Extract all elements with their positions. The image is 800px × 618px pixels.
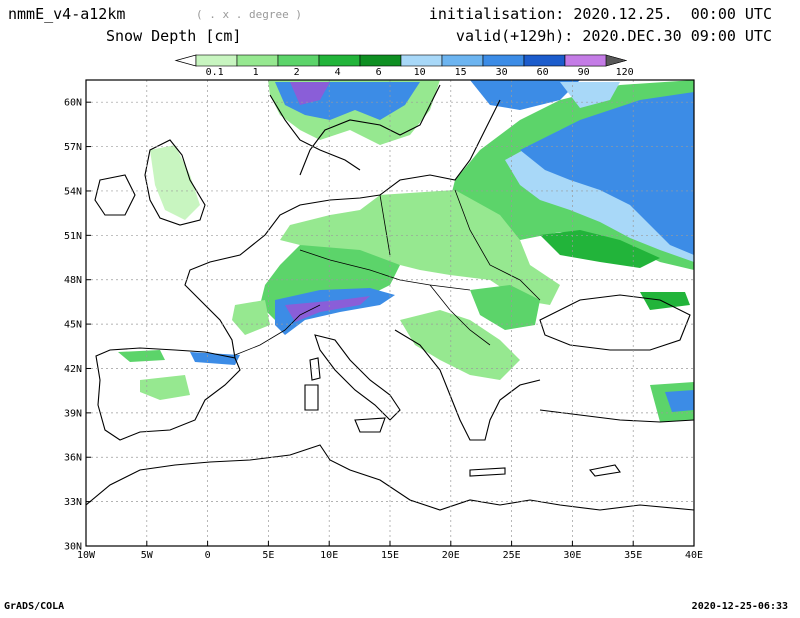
country-borders: [234, 189, 541, 356]
variable-name: Snow Depth [cm]: [106, 27, 242, 45]
colorbar-segment: [523, 54, 566, 67]
colorbar-segment: [359, 54, 402, 67]
lat-label: 51N: [64, 231, 82, 242]
colorbar-segment: [236, 54, 279, 67]
colorbar-segment: [400, 54, 443, 67]
lat-label: 36N: [64, 453, 82, 464]
colorbar-label: 90: [578, 67, 590, 78]
longitude-labels: 10W 5W 0 5E 10E 15E 20E 25E 30E 35E 40E: [77, 541, 703, 561]
lat-label: 57N: [64, 142, 82, 153]
colorbar-lower-arrow: [174, 54, 197, 67]
snow-field-northeast: [450, 80, 694, 270]
colorbar-label: 60: [537, 67, 549, 78]
lon-label: 10E: [320, 550, 338, 561]
colorbar-segment: [482, 54, 525, 67]
valid-time: valid(+129h): 2020.DEC.30 09:00 UTC: [455, 27, 772, 45]
lon-label: 20E: [442, 550, 460, 561]
lon-label: 35E: [624, 550, 642, 561]
init-time: initialisation: 2020.12.25. 00:00 UTC: [428, 5, 772, 23]
map-area: 60N 57N 54N 51N 48N 45N 42N 39N 36N 33N 30N 10W 5W 0…: [64, 79, 703, 561]
lat-label: 60N: [64, 98, 82, 109]
grid-note: ( . x . degree ): [196, 8, 302, 21]
snow-field-balkans: [400, 285, 540, 380]
lon-label: 40E: [685, 550, 703, 561]
colorbar-upper-arrow: [605, 54, 628, 67]
colorbar-label: 0.1: [206, 67, 224, 78]
lat-label: 45N: [64, 320, 82, 331]
colorbar-segment: [195, 54, 238, 67]
colorbar-label: 2: [294, 67, 300, 78]
footer-credit: GrADS/COLA: [4, 601, 65, 612]
colorbar-label: 120: [616, 67, 634, 78]
colorbar-label: 4: [335, 67, 341, 78]
colorbar-segment: [277, 54, 320, 67]
lon-label: 10W: [77, 550, 96, 561]
colorbar-label: 6: [376, 67, 382, 78]
colorbar-label: 10: [414, 67, 426, 78]
lat-label: 48N: [64, 275, 82, 286]
colorbar-segment: [441, 54, 484, 67]
lon-label: 30E: [563, 550, 581, 561]
lon-label: 5E: [262, 550, 274, 561]
lat-label: 39N: [64, 408, 82, 419]
colorbar-label: 1: [253, 67, 259, 78]
lat-label: 54N: [64, 186, 82, 197]
colorbar: 0.1 1 2 4 6 10 15 30 60 90 120: [174, 54, 634, 78]
snow-field-turkey: [640, 292, 694, 422]
colorbar-segment: [318, 54, 361, 67]
footer-timestamp: 2020-12-25-06:33: [691, 601, 788, 612]
lon-label: 15E: [381, 550, 399, 561]
lon-label: 25E: [503, 550, 521, 561]
snow-field-central-europe: [150, 145, 560, 335]
snow-field-iberia: [118, 350, 240, 400]
model-name: nmmE_v4-a12km: [8, 5, 126, 23]
lat-label: 42N: [64, 364, 82, 375]
lat-label: 33N: [64, 497, 82, 508]
colorbar-label: 30: [496, 67, 508, 78]
lon-label: 0: [205, 550, 211, 561]
lon-label: 5W: [141, 550, 154, 561]
colorbar-label: 15: [455, 67, 467, 78]
coastlines: [86, 84, 694, 511]
lat-label: 30N: [64, 542, 82, 553]
map-gridlines: [86, 80, 694, 546]
latitude-labels: 60N 57N 54N 51N 48N 45N 42N 39N 36N 33N 30N: [64, 98, 91, 553]
